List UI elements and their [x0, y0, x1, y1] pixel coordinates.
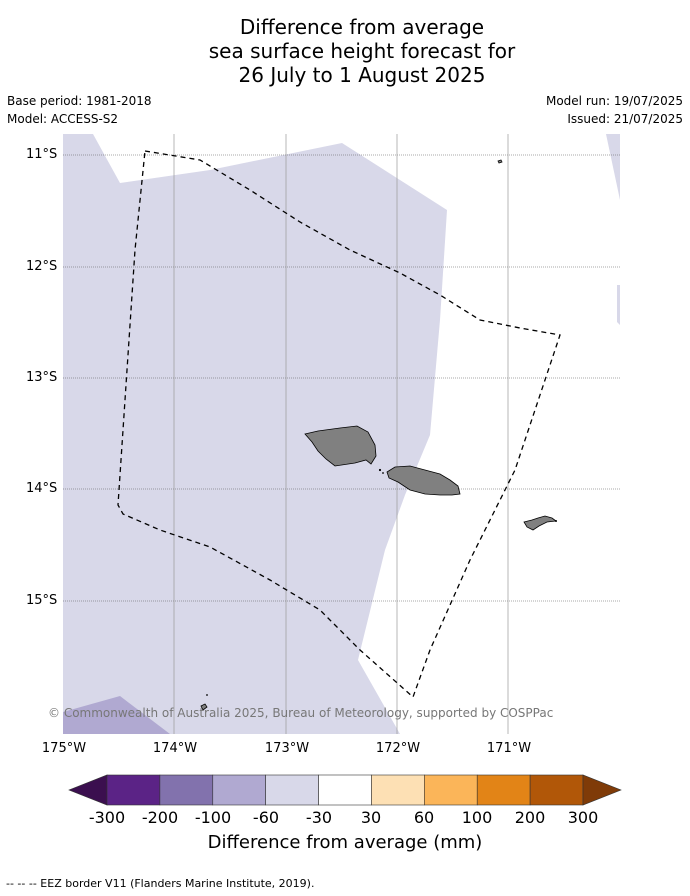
issued-date: Issued: 21/07/2025	[567, 112, 683, 126]
lat-label-12s: 12°S	[26, 259, 58, 274]
title-line-2: sea surface height forecast for	[208, 39, 516, 63]
model-name: Model: ACCESS-S2	[7, 112, 119, 126]
colorbar-tick: -300	[88, 808, 126, 827]
colorbar-segment	[476, 774, 531, 806]
base-period: Base period: 1981-2018	[7, 94, 152, 108]
colorbar-segment	[371, 774, 425, 806]
colorbar-segment	[106, 774, 161, 806]
colorbar-segment	[318, 774, 372, 806]
colorbar-tick: 100	[461, 808, 493, 827]
lon-label-173w: 173°W	[264, 741, 310, 756]
manono-island	[382, 472, 384, 474]
niuafoou-island	[200, 703, 208, 711]
model-run: Model run: 19/07/2025	[545, 94, 683, 108]
aunuu-island	[555, 520, 557, 522]
title-line-3: 26 July to 1 August 2025	[238, 63, 486, 87]
colorbar-segment	[265, 774, 319, 806]
savaii-island	[304, 425, 377, 467]
colorbar-label: Difference from average (mm)	[207, 832, 483, 853]
colorbar-segment	[424, 774, 478, 806]
colorbar-extend-high	[582, 774, 622, 806]
lon-label-171w: 171°W	[486, 741, 532, 756]
gridlines	[63, 154, 620, 602]
lat-label-14s: 14°S	[26, 481, 58, 496]
small-islet	[206, 694, 208, 696]
lat-label-13s: 13°S	[26, 370, 58, 385]
lon-label-174w: 174°W	[152, 741, 198, 756]
eez-footnote: -- -- -- EEZ border V11 (Flanders Marine…	[6, 877, 315, 890]
lon-label-172w: 172°W	[375, 741, 421, 756]
colorbar-tick: 60	[413, 808, 435, 827]
colorbar-segment	[529, 774, 584, 806]
colorbar	[68, 774, 622, 806]
colorbar-tick: -30	[305, 808, 333, 827]
colorbar-segment	[212, 774, 266, 806]
swains-island	[497, 159, 503, 164]
lon-label-175w: 175°W	[41, 741, 87, 756]
eez-border	[117, 150, 561, 699]
ocean-anomaly-light-region-e	[617, 285, 620, 325]
ocean-anomaly-light-region-ne	[606, 134, 620, 200]
map-area	[63, 134, 620, 734]
lat-label-11s: 11°S	[26, 147, 58, 162]
colorbar-tick: 300	[567, 808, 599, 827]
title-line-1: Difference from average	[239, 15, 485, 39]
ocean-anomaly-medium-region	[63, 696, 170, 734]
colorbar-extend-low	[68, 774, 108, 806]
colorbar-segment	[159, 774, 214, 806]
upolu-island	[386, 465, 461, 496]
ocean-anomaly-light-region	[63, 134, 447, 734]
colorbar-tick: -60	[252, 808, 280, 827]
colorbar-tick: -200	[141, 808, 179, 827]
colorbar-tick: 30	[360, 808, 382, 827]
lat-label-15s: 15°S	[26, 593, 58, 608]
gridlines-lon	[173, 134, 509, 734]
colorbar-tick: -100	[194, 808, 232, 827]
apolima-island	[378, 468, 382, 472]
chart-title: Difference from average sea surface heig…	[0, 15, 690, 87]
copyright-notice: © Commonwealth of Australia 2025, Bureau…	[48, 706, 554, 720]
colorbar-tick: 200	[514, 808, 546, 827]
